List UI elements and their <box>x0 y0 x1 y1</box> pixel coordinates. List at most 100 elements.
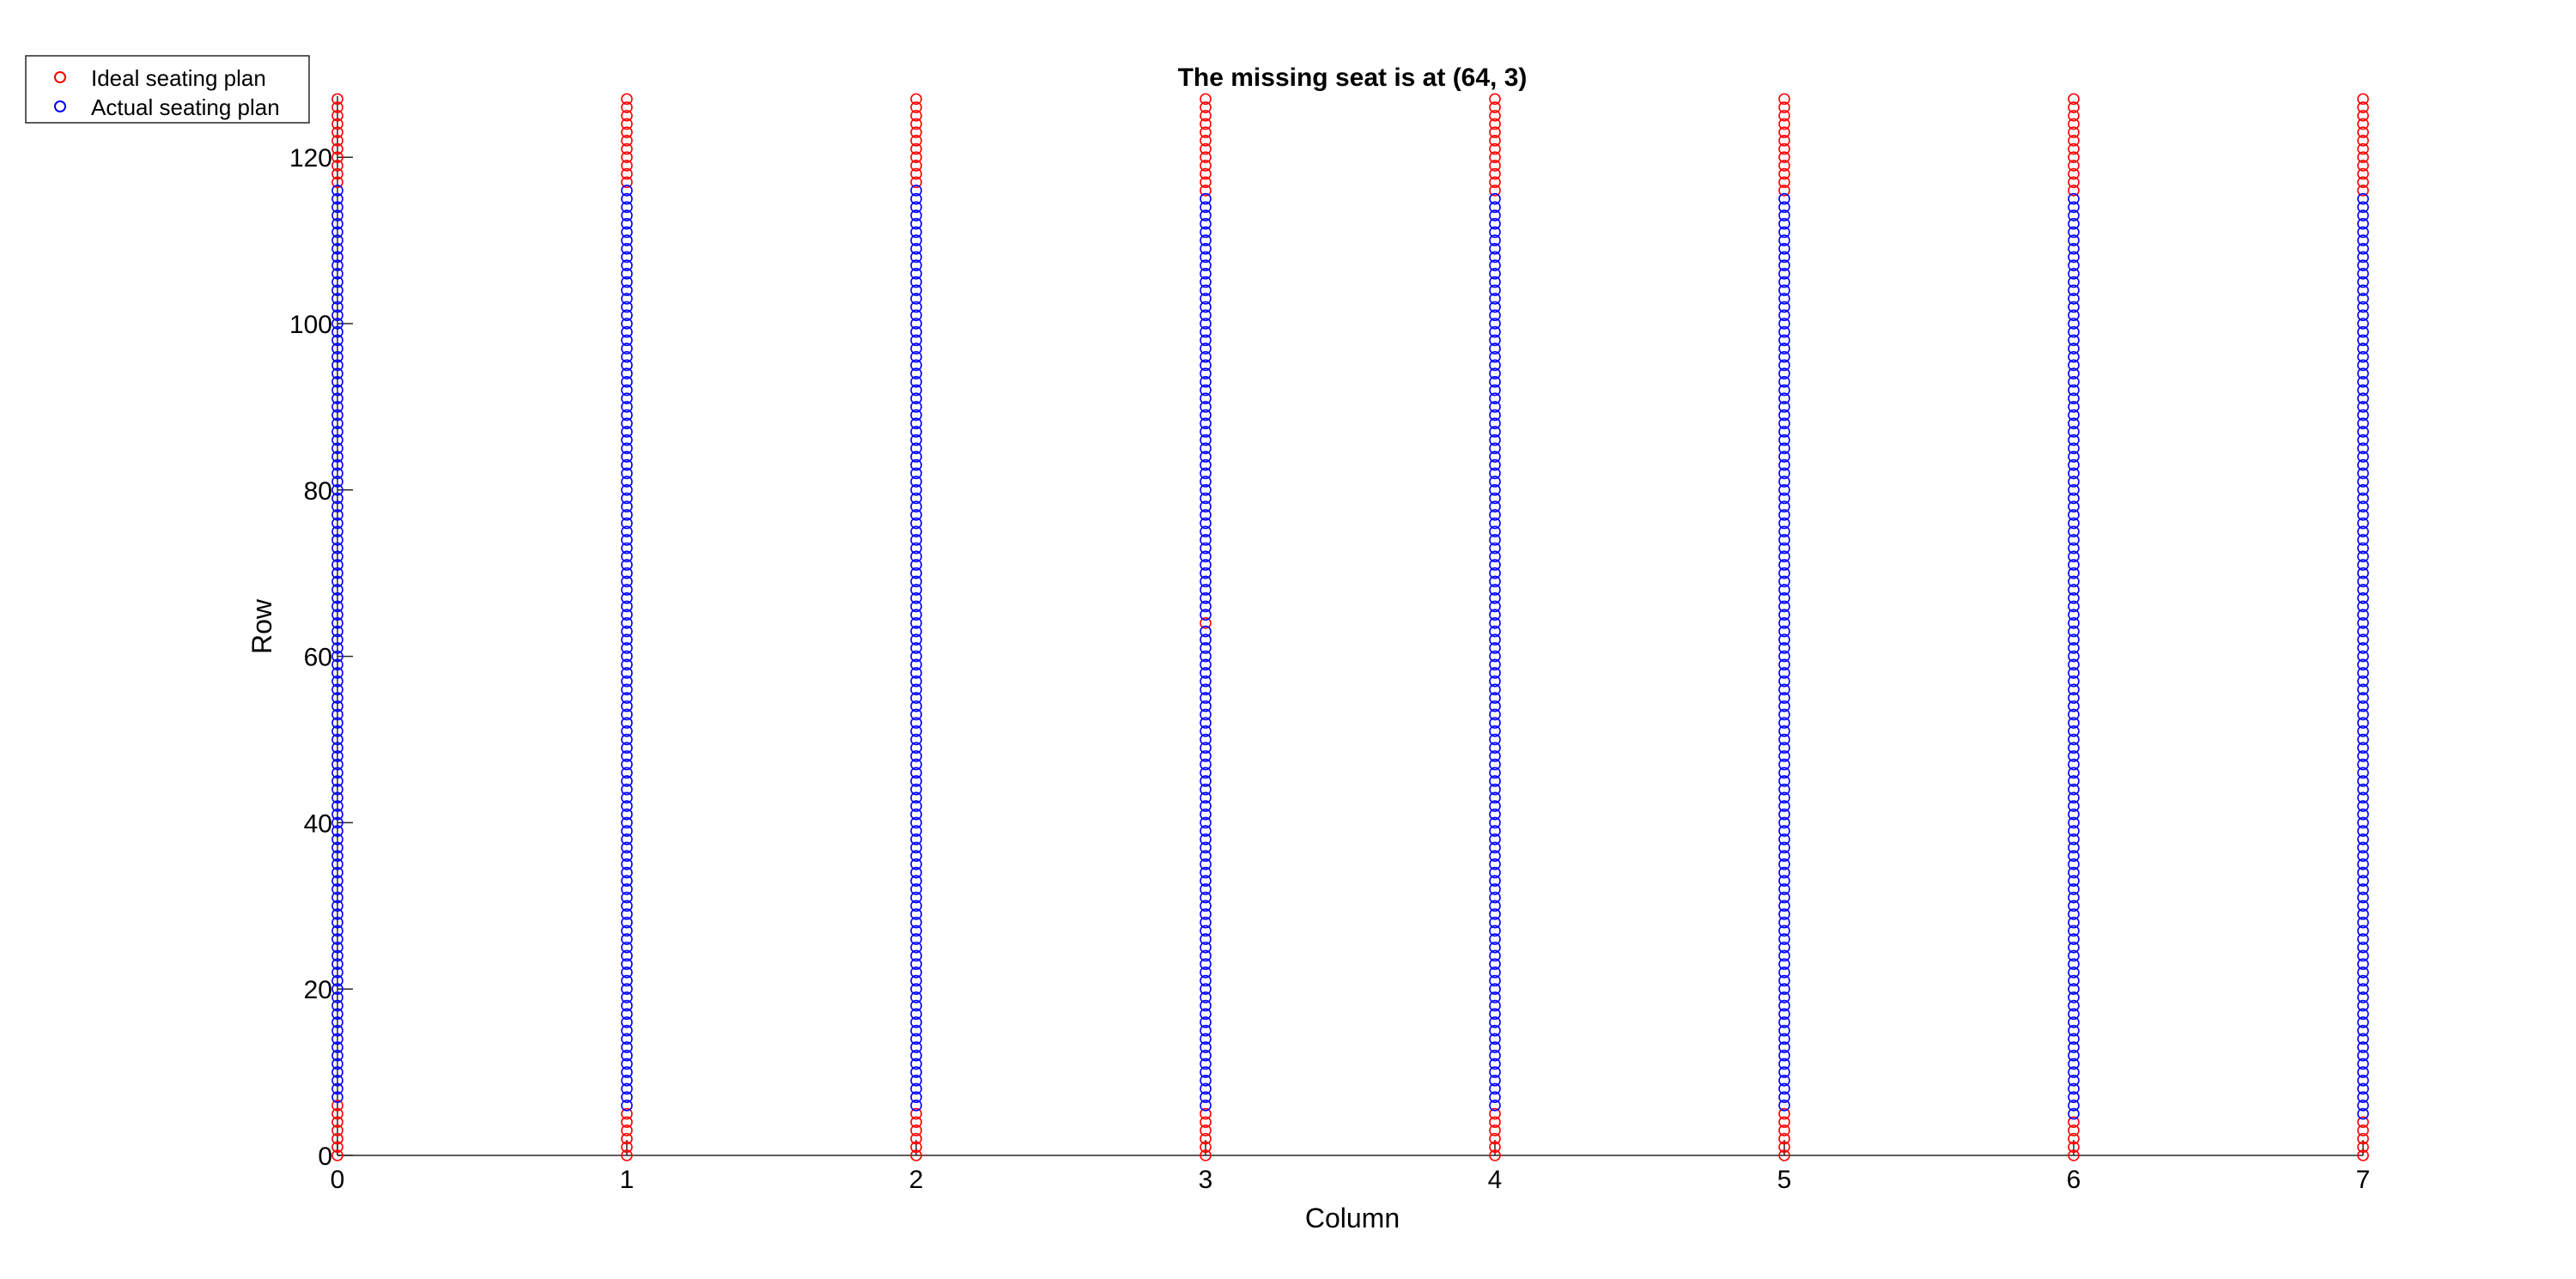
actual-seat-point <box>1489 525 1501 538</box>
actual-seat-point <box>331 1008 343 1021</box>
ideal-seat-point <box>1778 1124 1790 1137</box>
actual-seat-point <box>2068 201 2080 214</box>
actual-seat-point <box>1200 517 1212 530</box>
ideal-seat-point <box>2068 118 2080 130</box>
actual-seat-point <box>1778 534 1790 546</box>
actual-seat-point <box>621 1074 633 1087</box>
actual-seat-point <box>1200 991 1212 1003</box>
actual-seat-point <box>910 451 922 463</box>
actual-seat-point <box>1778 500 1790 512</box>
ideal-seat-point <box>1489 101 1501 113</box>
actual-seat-point <box>331 866 343 879</box>
actual-seat-point <box>2357 442 2369 455</box>
actual-seat-point <box>1200 949 1212 962</box>
actual-seat-point <box>910 567 922 579</box>
actual-seat-point <box>621 376 633 388</box>
actual-seat-point <box>1489 476 1501 488</box>
actual-seat-point <box>1200 376 1212 388</box>
actual-seat-point <box>1200 633 1212 646</box>
actual-seat-point <box>2357 467 2369 480</box>
actual-seat-point <box>1489 883 1501 895</box>
actual-seat-point <box>621 575 633 588</box>
actual-seat-point <box>1778 1049 1790 1062</box>
actual-seat-point <box>1200 500 1212 512</box>
actual-seat-point <box>331 642 343 654</box>
actual-seat-point <box>621 300 633 313</box>
actual-seat-point <box>910 442 922 455</box>
actual-seat-point <box>1778 525 1790 538</box>
actual-seat-point <box>621 367 633 379</box>
actual-seat-point <box>331 692 343 704</box>
actual-seat-point <box>331 974 343 987</box>
actual-seat-point <box>2357 958 2369 970</box>
actual-seat-point <box>1200 401 1212 413</box>
ideal-seat-point <box>621 1107 633 1120</box>
actual-seat-point <box>1200 284 1212 297</box>
actual-seat-point <box>331 500 343 512</box>
actual-seat-point <box>1200 509 1212 521</box>
actual-seat-point <box>1489 1091 1501 1103</box>
ideal-seat-point <box>2068 1132 2080 1145</box>
actual-seat-point <box>621 658 633 671</box>
actual-seat-point <box>1489 426 1501 438</box>
actual-seat-point <box>621 891 633 904</box>
actual-seat-point <box>1200 384 1212 397</box>
actual-seat-point <box>1200 800 1212 812</box>
actual-seat-point <box>910 600 922 613</box>
actual-seat-point <box>1778 833 1790 846</box>
actual-seat-point <box>621 433 633 446</box>
actual-seat-point <box>910 1082 922 1095</box>
actual-seat-point <box>2357 1024 2369 1037</box>
ideal-seat-point <box>331 1100 343 1112</box>
actual-seat-point <box>621 476 633 488</box>
ideal-seat-point <box>1200 142 1212 155</box>
actual-seat-point <box>621 426 633 438</box>
actual-seat-point <box>331 1024 343 1037</box>
actual-seat-point <box>2357 401 2369 413</box>
actual-seat-point <box>1200 309 1212 322</box>
actual-seat-point <box>1200 1041 1212 1053</box>
actual-seat-point <box>1489 591 1501 604</box>
actual-seat-point <box>910 1100 922 1112</box>
actual-seat-point <box>1778 384 1790 397</box>
actual-seat-point <box>1778 268 1790 280</box>
actual-seat-point <box>1778 617 1790 629</box>
actual-seat-point <box>2068 633 2080 646</box>
actual-seat-point <box>910 376 922 388</box>
actual-seat-point <box>910 318 922 330</box>
actual-seat-point <box>1778 1024 1790 1037</box>
actual-seat-point <box>1778 791 1790 804</box>
actual-seat-point <box>331 900 343 912</box>
actual-seat-point <box>1200 700 1212 712</box>
actual-seat-point <box>1200 791 1212 804</box>
actual-seat-point <box>2357 1074 2369 1087</box>
actual-seat-point <box>621 633 633 646</box>
ideal-seat-point <box>1200 176 1212 189</box>
actual-seat-point <box>621 924 633 937</box>
actual-seat-point <box>910 517 922 530</box>
ideal-seat-point <box>1489 126 1501 138</box>
actual-seat-point <box>1778 542 1790 555</box>
actual-seat-point <box>2068 433 2080 446</box>
actual-seat-point <box>2357 816 2369 829</box>
actual-seat-point <box>621 442 633 455</box>
actual-seat-point <box>1200 675 1212 688</box>
actual-seat-point <box>910 559 922 571</box>
ideal-seat-point <box>2068 142 2080 155</box>
actual-seat-point <box>331 567 343 579</box>
actual-seat-point <box>1489 550 1501 563</box>
actual-seat-point <box>1200 575 1212 588</box>
ideal-seat-point <box>1200 185 1212 197</box>
actual-seat-point <box>1200 600 1212 613</box>
actual-seat-point <box>1489 1016 1501 1028</box>
actual-seat-point <box>1778 1082 1790 1095</box>
actual-seat-point <box>1200 609 1212 621</box>
actual-seat-point <box>910 675 922 688</box>
ideal-seat-point <box>331 1116 343 1129</box>
actual-seat-point <box>2068 359 2080 372</box>
actual-seat-point <box>910 217 922 230</box>
actual-seat-point <box>331 991 343 1003</box>
ideal-seat-point <box>1489 1116 1501 1129</box>
actual-seat-point <box>621 1100 633 1112</box>
